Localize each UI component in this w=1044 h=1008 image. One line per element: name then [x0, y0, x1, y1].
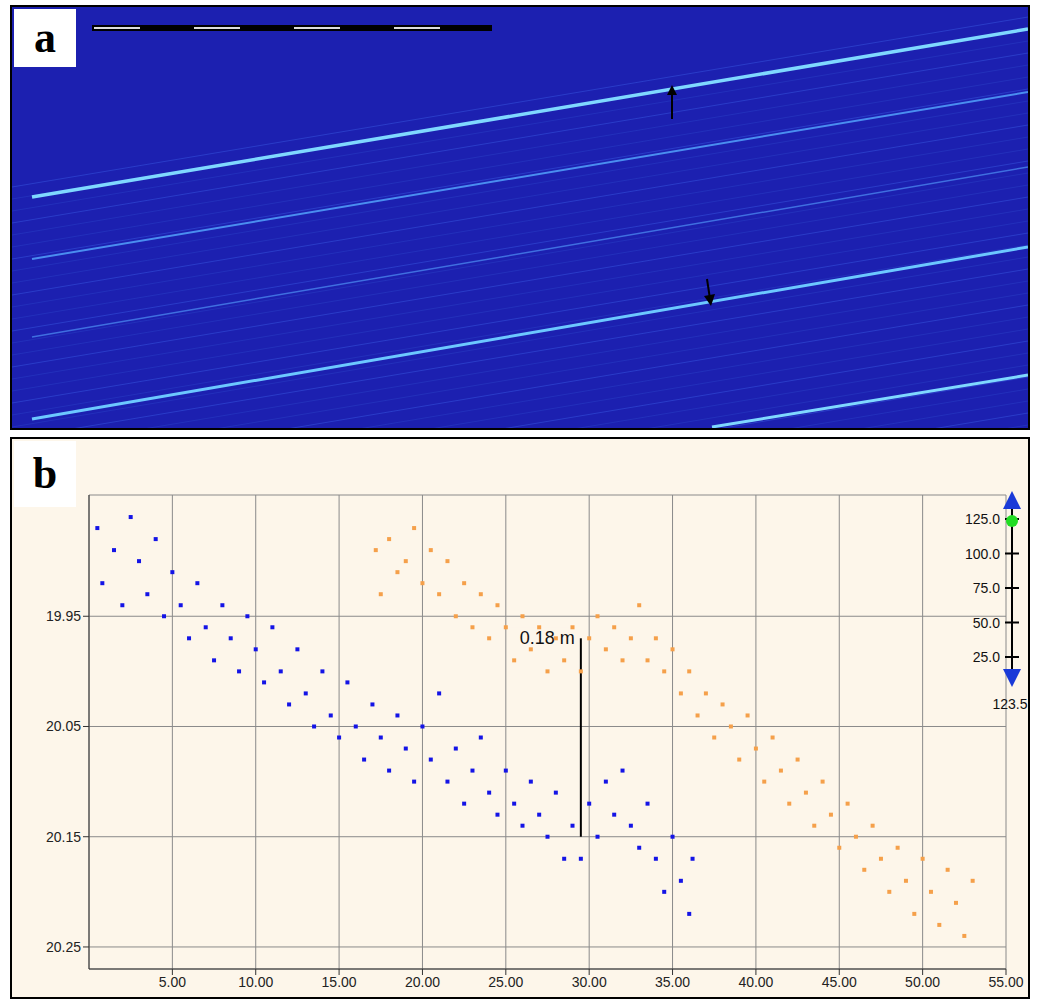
svg-text:30.00: 30.00 [572, 974, 607, 990]
svg-text:19.95: 19.95 [46, 608, 81, 624]
svg-text:20.05: 20.05 [46, 718, 81, 734]
html-text:b: b [32, 449, 58, 498]
svg-text:5.00: 5.00 [159, 974, 186, 990]
svg-text:100.0: 100.0 [965, 546, 1000, 562]
svg-text:10.00: 10.00 [238, 974, 273, 990]
svg-text:25.00: 25.00 [488, 974, 523, 990]
svg-text:20.25: 20.25 [46, 939, 81, 955]
svg-text:45.00: 45.00 [822, 974, 857, 990]
svg-text:50.0: 50.0 [973, 615, 1000, 631]
svg-text:35.00: 35.00 [655, 974, 690, 990]
html-text:a: a [34, 13, 56, 62]
svg-text:50.00: 50.00 [905, 974, 940, 990]
svg-text:125.0: 125.0 [965, 511, 1000, 527]
svg-text:20.00: 20.00 [405, 974, 440, 990]
svg-text:123.5: 123.5 [992, 696, 1027, 712]
svg-text:0.18 m: 0.18 m [520, 628, 575, 648]
svg-text:15.00: 15.00 [322, 974, 357, 990]
svg-text:75.0: 75.0 [973, 580, 1000, 596]
svg-text:25.0: 25.0 [973, 649, 1000, 665]
svg-text:55.00: 55.00 [988, 974, 1023, 990]
svg-text:20.15: 20.15 [46, 829, 81, 845]
svg-text:40.00: 40.00 [738, 974, 773, 990]
